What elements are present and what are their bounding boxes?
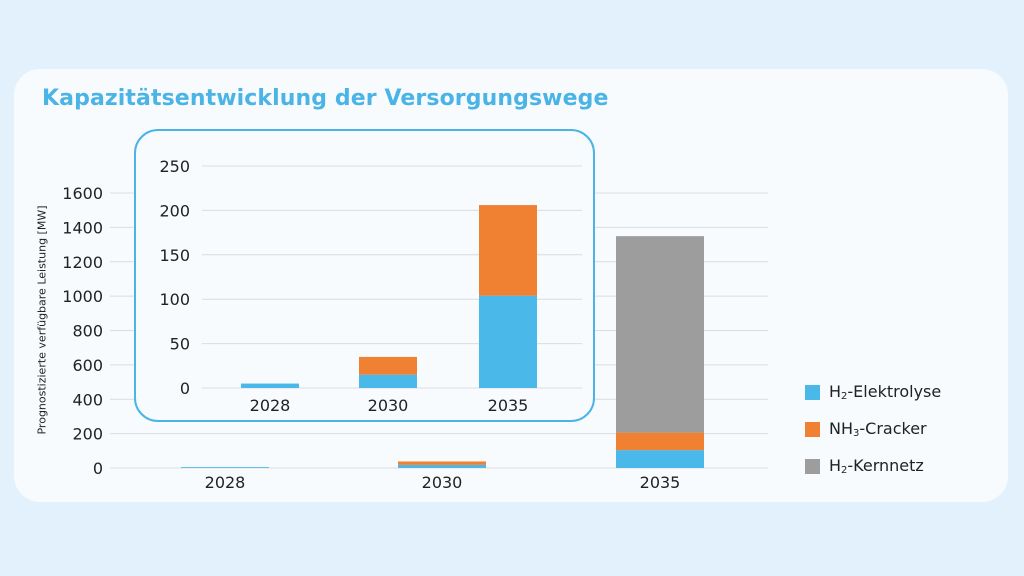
x-tick-label: 2035 [640, 473, 681, 492]
bar-segment [359, 374, 417, 388]
legend-item: H2-Elektrolyse [805, 382, 941, 402]
bar-segment [398, 461, 486, 465]
y-tick-label: 250 [159, 157, 190, 176]
y-tick-label: 150 [159, 246, 190, 265]
y-tick-label: 200 [72, 425, 103, 444]
y-axis-label: Prognostizierte verfügbare Leistung [MW] [35, 205, 49, 435]
x-tick-label: 2035 [488, 396, 529, 415]
y-tick-label: 1400 [62, 218, 103, 237]
bar-segment [359, 356, 417, 375]
legend-item: H2-Kernnetz [805, 456, 941, 476]
legend-label: NH3-Cracker [829, 419, 927, 439]
y-tick-label: 0 [93, 459, 103, 478]
bar-segment [616, 432, 704, 451]
legend-swatch [805, 458, 820, 474]
inset-chart-frame: 0 50 100 150 200 250 2028 2030 2035 [134, 129, 595, 422]
legend-swatch [805, 421, 820, 437]
bar-segment [479, 295, 537, 388]
bar-segment [241, 383, 299, 388]
y-tick-label: 1200 [62, 253, 103, 272]
legend: H2-Elektrolyse NH3-Cracker H2-Kernnetz [805, 382, 941, 493]
legend-label: H2-Elektrolyse [829, 382, 942, 402]
y-tick-label: 200 [159, 201, 190, 220]
x-tick-label: 2030 [422, 473, 463, 492]
y-tick-label: 800 [72, 322, 103, 341]
y-tick-label: 600 [72, 356, 103, 375]
y-tick-label: 50 [170, 335, 190, 354]
x-tick-label: 2028 [205, 473, 246, 492]
legend-item: NH3-Cracker [805, 419, 941, 439]
y-tick-label: 0 [180, 379, 190, 398]
chart-title: Kapazitätsentwicklung der Versorgungsweg… [42, 86, 609, 111]
bar-segment [181, 467, 269, 468]
y-tick-label: 100 [159, 290, 190, 309]
bar-segment [616, 450, 704, 468]
bar-segment [479, 205, 537, 296]
legend-swatch [805, 384, 820, 400]
x-tick-label: 2028 [250, 396, 291, 415]
y-tick-label: 1600 [62, 184, 103, 203]
bar-segment [398, 464, 486, 468]
legend-label: H2-Kernnetz [829, 456, 924, 476]
x-tick-label: 2030 [368, 396, 409, 415]
bar-segment [616, 236, 704, 433]
inset-chart: 0 50 100 150 200 250 2028 2030 2035 [159, 157, 582, 415]
y-tick-label: 400 [72, 390, 103, 409]
y-tick-label: 1000 [62, 287, 103, 306]
